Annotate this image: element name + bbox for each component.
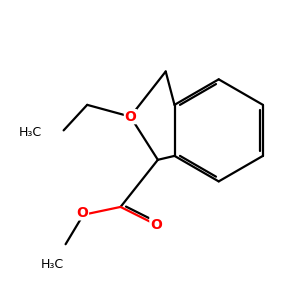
Text: O: O: [76, 206, 88, 220]
Text: O: O: [150, 218, 162, 232]
Text: O: O: [124, 110, 136, 124]
Text: H₃C: H₃C: [19, 126, 42, 139]
Text: H₃C: H₃C: [40, 258, 63, 271]
